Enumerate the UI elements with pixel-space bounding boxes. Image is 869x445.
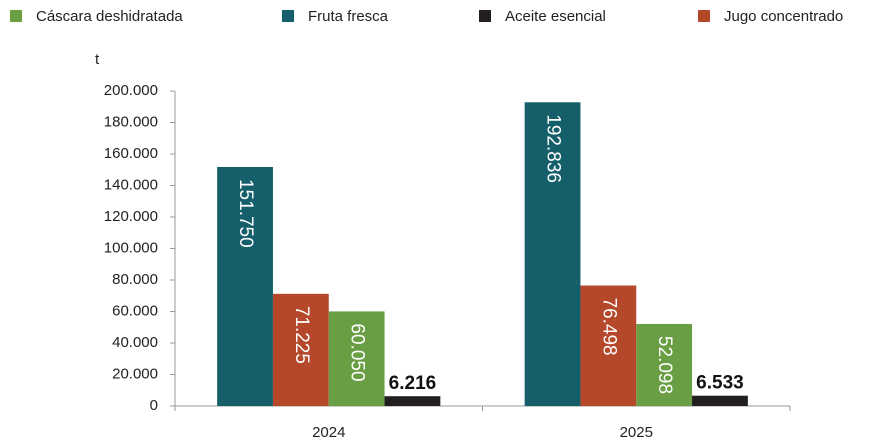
y-tick-label: 180.000 — [104, 113, 158, 130]
y-tick-label: 100.000 — [104, 239, 158, 256]
y-tick-label: 0 — [150, 397, 158, 414]
value-label: 192.836 — [543, 114, 564, 183]
value-label: 76.498 — [598, 298, 619, 356]
y-tick-label: 40.000 — [112, 334, 158, 351]
value-label: 6.216 — [389, 373, 437, 394]
bar — [328, 311, 385, 406]
legend-swatch — [282, 10, 294, 22]
legend-label: Jugo concentrado — [724, 8, 843, 25]
y-tick-label: 80.000 — [112, 271, 158, 288]
bar — [524, 102, 581, 407]
y-tick-label: 140.000 — [104, 176, 158, 193]
x-tick-label: 2024 — [312, 424, 345, 441]
legend-swatch — [479, 10, 491, 22]
legend-label: Aceite esencial — [505, 8, 606, 25]
y-tick-label: 160.000 — [104, 145, 158, 162]
y-tick-label: 60.000 — [112, 302, 158, 319]
value-label: 52.098 — [654, 336, 675, 394]
bar — [217, 166, 273, 406]
bar — [580, 285, 637, 406]
bar — [272, 293, 329, 406]
y-axis-label: t — [95, 51, 100, 68]
legend-swatch — [10, 10, 22, 22]
bar — [692, 395, 748, 406]
legend-label: Cáscara deshidratada — [36, 8, 183, 25]
bar — [384, 396, 441, 406]
y-tick-label: 200.000 — [104, 82, 158, 99]
legend-label: Fruta fresca — [308, 8, 389, 25]
y-tick-label: 20.000 — [112, 365, 158, 382]
x-tick-label: 2025 — [620, 424, 653, 441]
value-label: 60.050 — [347, 323, 368, 381]
y-tick-label: 120.000 — [104, 208, 158, 225]
value-label: 151.750 — [235, 179, 256, 248]
legend-swatch — [698, 10, 710, 22]
value-label: 6.533 — [696, 373, 744, 394]
value-label: 71.225 — [291, 306, 312, 364]
bar — [636, 323, 693, 406]
